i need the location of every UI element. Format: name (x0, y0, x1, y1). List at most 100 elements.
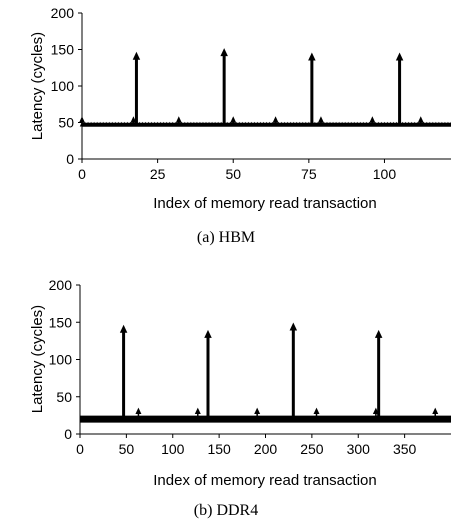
hbm-baseline-point (246, 121, 251, 127)
ddr4-peak-point (374, 329, 383, 338)
ddr4-small-peak-point (432, 407, 439, 415)
hbm-baseline-point (215, 121, 221, 127)
ddr4-x-tick-label: 0 (76, 441, 84, 457)
hbm-x-tick-label: 25 (150, 166, 166, 182)
hbm-baseline-point (264, 121, 269, 127)
hbm-baseline-point (152, 121, 157, 127)
hbm-baseline-point (191, 121, 197, 127)
hbm-small-peak-point (230, 116, 237, 123)
hbm-baseline-point (125, 121, 130, 127)
chart-ddr4-marks (80, 322, 451, 423)
hbm-x-tick-label: 0 (78, 166, 86, 182)
hbm-x-tick-label: 75 (301, 166, 317, 182)
hbm-y-tick-label: 150 (51, 42, 75, 58)
hbm-baseline-point (109, 121, 115, 127)
ddr4-y-tick-label: 150 (49, 314, 73, 330)
chart-ddr4-caption: (b) DDR4 (194, 502, 258, 519)
hbm-baseline-point (116, 121, 121, 127)
hbm-baseline-point (424, 121, 430, 127)
hbm-small-peak-point (369, 116, 376, 123)
hbm-baseline-point (218, 121, 224, 127)
hbm-baseline-point (149, 121, 154, 127)
hbm-baseline-point (427, 121, 433, 127)
hbm-baseline-point (255, 121, 260, 127)
hbm-baseline-point (412, 121, 417, 127)
hbm-baseline-point (100, 121, 106, 127)
hbm-baseline-point (282, 121, 287, 127)
hbm-baseline-point (436, 121, 442, 127)
hbm-peak-point (220, 48, 228, 57)
hbm-baseline-point (336, 121, 342, 127)
hbm-baseline-point (91, 121, 97, 127)
ddr4-x-tick-label: 350 (393, 441, 417, 457)
ddr4-y-tick-label: 50 (56, 389, 72, 405)
ddr4-x-tick-label: 150 (207, 441, 231, 457)
hbm-baseline-point (433, 121, 439, 127)
ddr4-y-tick-label: 200 (49, 277, 73, 293)
ddr4-small-peak-point (194, 407, 201, 415)
hbm-baseline-point (376, 121, 381, 127)
chart-hbm-caption: (a) HBM (197, 229, 255, 246)
hbm-baseline-point (103, 121, 109, 127)
hbm-y-tick-label: 100 (51, 78, 75, 94)
hbm-baseline-point (206, 121, 212, 127)
chart-hbm-xlabel: Index of memory read transaction (153, 195, 376, 212)
hbm-baseline-point (364, 121, 369, 127)
hbm-baseline-point (258, 121, 263, 127)
hbm-baseline-point (421, 121, 427, 127)
hbm-baseline-point (119, 121, 124, 127)
hbm-baseline-point (249, 121, 254, 127)
chart-ddr4-axes: 0 50 100 150 200 0 50 100 150 200 250 300 350 (49, 277, 451, 457)
hbm-baseline-point (97, 121, 103, 127)
hbm-baseline-point (155, 121, 160, 127)
ddr4-peak-point (289, 322, 298, 331)
hbm-y-tick-label: 200 (51, 5, 75, 21)
chart-hbm-marks (79, 48, 451, 127)
hbm-y-tick-label: 50 (58, 115, 74, 131)
hbm-baseline-point (276, 121, 281, 127)
hbm-baseline-point (197, 121, 203, 127)
hbm-baseline-point (448, 121, 451, 127)
hbm-baseline-point (243, 121, 248, 127)
hbm-baseline-point (182, 121, 188, 127)
hbm-baseline-point (227, 121, 233, 127)
hbm-baseline-point (267, 121, 272, 127)
hbm-baseline-point (137, 121, 142, 127)
hbm-baseline-point (348, 121, 354, 127)
hbm-baseline-point (339, 121, 345, 127)
hbm-baseline-point (294, 121, 299, 127)
hbm-baseline-point (354, 121, 360, 127)
hbm-small-peak-point (272, 116, 279, 123)
hbm-small-peak-point (130, 116, 137, 123)
hbm-baseline-point (333, 121, 339, 127)
hbm-x-tick-label: 100 (373, 166, 397, 182)
hbm-baseline-point (224, 121, 230, 127)
hbm-baseline-point (85, 121, 91, 127)
hbm-baseline-point (173, 121, 179, 127)
hbm-baseline-point (167, 121, 172, 127)
hbm-baseline-point (185, 121, 191, 127)
hbm-baseline-point (188, 121, 194, 127)
hbm-baseline-point (358, 121, 363, 127)
hbm-baseline-point (203, 121, 209, 127)
ddr4-y-tick-label: 100 (49, 352, 73, 368)
chart-ddr4-ylabel: Latency (cycles) (29, 305, 46, 413)
ddr4-y-tick-label: 0 (64, 426, 72, 442)
hbm-baseline-point (315, 121, 321, 127)
hbm-baseline-point (128, 121, 133, 127)
ddr4-x-tick-label: 50 (119, 441, 135, 457)
hbm-baseline-point (312, 121, 318, 127)
hbm-baseline-point (88, 121, 94, 127)
hbm-baseline-point (285, 121, 290, 127)
hbm-baseline-point (288, 121, 293, 127)
hbm-baseline-point (406, 121, 411, 127)
hbm-baseline-point (300, 121, 306, 127)
hbm-baseline-point (445, 121, 451, 127)
hbm-baseline-point (122, 121, 127, 127)
hbm-small-peak-point (175, 116, 182, 123)
hbm-baseline-point (388, 121, 393, 127)
hbm-baseline-point (237, 121, 242, 127)
hbm-baseline-point (306, 121, 312, 127)
hbm-baseline-point (279, 121, 284, 127)
